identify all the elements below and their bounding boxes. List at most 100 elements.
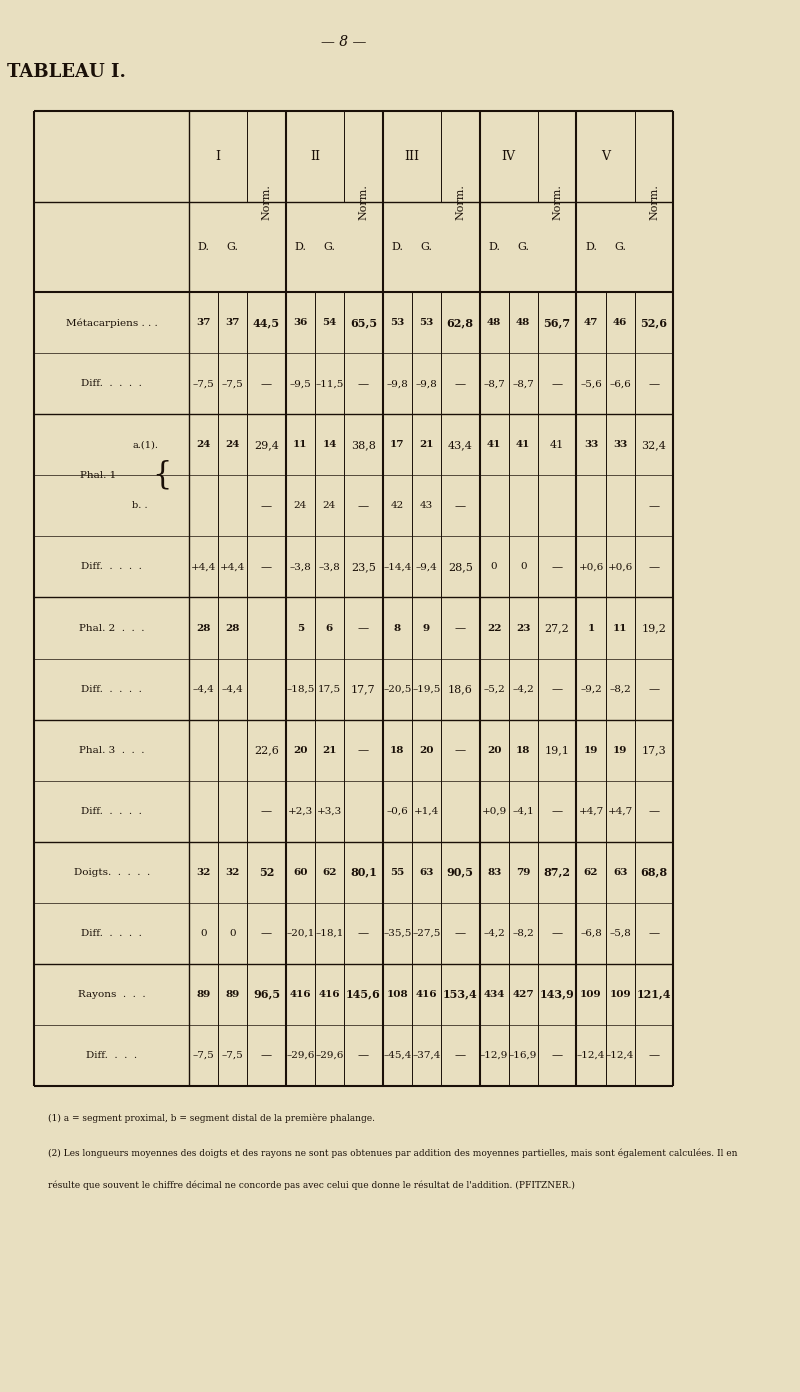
Text: 53: 53	[390, 319, 404, 327]
Text: —: —	[649, 379, 659, 388]
Text: –8,7: –8,7	[512, 380, 534, 388]
Text: 434: 434	[483, 990, 505, 998]
Text: —: —	[358, 501, 369, 511]
Text: —: —	[454, 928, 466, 938]
Text: –12,4: –12,4	[606, 1051, 634, 1059]
Text: –20,1: –20,1	[286, 928, 314, 938]
Text: 48: 48	[516, 319, 530, 327]
Text: Doigts.  .  .  .  .: Doigts. . . . .	[74, 867, 150, 877]
Text: —: —	[454, 745, 466, 754]
Text: Norm.: Norm.	[262, 184, 271, 220]
Text: –4,4: –4,4	[222, 685, 243, 693]
Text: (1) a = segment proximal, b = segment distal de la première phalange.: (1) a = segment proximal, b = segment di…	[48, 1114, 375, 1123]
Text: —: —	[454, 501, 466, 511]
Text: –9,4: –9,4	[415, 562, 437, 572]
Text: +0,9: +0,9	[482, 806, 506, 816]
Text: 65,5: 65,5	[350, 317, 377, 329]
Text: –19,5: –19,5	[412, 685, 441, 693]
Text: 19: 19	[613, 746, 627, 754]
Text: 41: 41	[487, 440, 502, 450]
Text: –6,8: –6,8	[580, 928, 602, 938]
Text: +1,4: +1,4	[414, 806, 439, 816]
Text: —: —	[261, 562, 272, 572]
Text: Diff.  .  .  .  .: Diff. . . . .	[82, 380, 142, 388]
Text: a.(1).: a.(1).	[132, 440, 158, 450]
Text: –7,5: –7,5	[193, 1051, 214, 1059]
Text: 23,5: 23,5	[351, 562, 376, 572]
Text: —: —	[551, 683, 562, 695]
Text: 19,1: 19,1	[545, 745, 570, 754]
Text: 52,6: 52,6	[641, 317, 667, 329]
Text: 18,6: 18,6	[448, 683, 473, 695]
Text: –9,5: –9,5	[290, 380, 311, 388]
Text: –14,4: –14,4	[383, 562, 411, 572]
Text: Rayons  .  .  .: Rayons . . .	[78, 990, 146, 998]
Text: Diff.  .  .  .  .: Diff. . . . .	[82, 685, 142, 693]
Text: TABLEAU I.: TABLEAU I.	[7, 63, 126, 81]
Text: 96,5: 96,5	[253, 988, 280, 999]
Text: +4,4: +4,4	[220, 562, 245, 572]
Text: 24: 24	[294, 501, 307, 511]
Text: 89: 89	[196, 990, 210, 998]
Text: –9,8: –9,8	[386, 380, 408, 388]
Text: 41: 41	[516, 440, 530, 450]
Text: V: V	[601, 150, 610, 163]
Text: 19: 19	[584, 746, 598, 754]
Text: (2) Les longueurs moyennes des doigts et des rayons ne sont pas obtenues par add: (2) Les longueurs moyennes des doigts et…	[48, 1148, 738, 1158]
Text: 33: 33	[584, 440, 598, 450]
Text: 17,3: 17,3	[642, 745, 666, 754]
Text: –35,5: –35,5	[383, 928, 411, 938]
Text: résulte que souvent le chiffre décimal ne concorde pas avec celui que donne le r: résulte que souvent le chiffre décimal n…	[48, 1180, 575, 1190]
Text: Norm.: Norm.	[649, 184, 659, 220]
Text: 37: 37	[226, 319, 240, 327]
Text: Phal. 1: Phal. 1	[80, 470, 116, 480]
Text: 53: 53	[419, 319, 434, 327]
Text: 20: 20	[419, 746, 434, 754]
Text: Phal. 2  .  .  .: Phal. 2 . . .	[79, 624, 145, 632]
Text: 63: 63	[419, 867, 434, 877]
Text: 416: 416	[318, 990, 340, 998]
Text: 108: 108	[386, 990, 408, 998]
Text: 5: 5	[297, 624, 304, 632]
Text: 52: 52	[258, 867, 274, 877]
Text: –3,8: –3,8	[318, 562, 340, 572]
Text: Norm.: Norm.	[552, 184, 562, 220]
Text: Diff.  .  .  .  .: Diff. . . . .	[82, 562, 142, 572]
Text: 17,7: 17,7	[351, 683, 376, 695]
Text: D.: D.	[294, 242, 306, 252]
Text: 56,7: 56,7	[543, 317, 570, 329]
Text: +4,7: +4,7	[578, 806, 604, 816]
Text: 62: 62	[322, 867, 337, 877]
Text: 28: 28	[226, 624, 240, 632]
Text: —: —	[551, 1050, 562, 1061]
Text: 18: 18	[516, 746, 530, 754]
Text: 60: 60	[293, 867, 308, 877]
Text: 143,9: 143,9	[540, 988, 574, 999]
Text: –29,6: –29,6	[286, 1051, 314, 1059]
Text: 43,4: 43,4	[448, 440, 473, 450]
Text: 6: 6	[326, 624, 333, 632]
Text: 42: 42	[390, 501, 404, 511]
Text: 8: 8	[394, 624, 401, 632]
Text: IV: IV	[502, 150, 516, 163]
Text: +4,4: +4,4	[191, 562, 216, 572]
Text: —: —	[649, 501, 659, 511]
Text: 62: 62	[584, 867, 598, 877]
Text: G.: G.	[226, 242, 238, 252]
Text: –45,4: –45,4	[383, 1051, 411, 1059]
Text: –12,9: –12,9	[480, 1051, 508, 1059]
Text: 145,6: 145,6	[346, 988, 381, 999]
Text: 68,8: 68,8	[641, 867, 667, 877]
Text: 11: 11	[293, 440, 308, 450]
Text: —: —	[261, 379, 272, 388]
Text: 24: 24	[323, 501, 336, 511]
Text: G.: G.	[420, 242, 432, 252]
Text: 109: 109	[580, 990, 602, 998]
Text: +4,7: +4,7	[607, 806, 633, 816]
Text: 14: 14	[322, 440, 337, 450]
Text: 63: 63	[613, 867, 627, 877]
Text: 9: 9	[422, 624, 430, 632]
Text: 19,2: 19,2	[642, 624, 666, 633]
Text: 24: 24	[226, 440, 240, 450]
Text: –8,7: –8,7	[483, 380, 505, 388]
